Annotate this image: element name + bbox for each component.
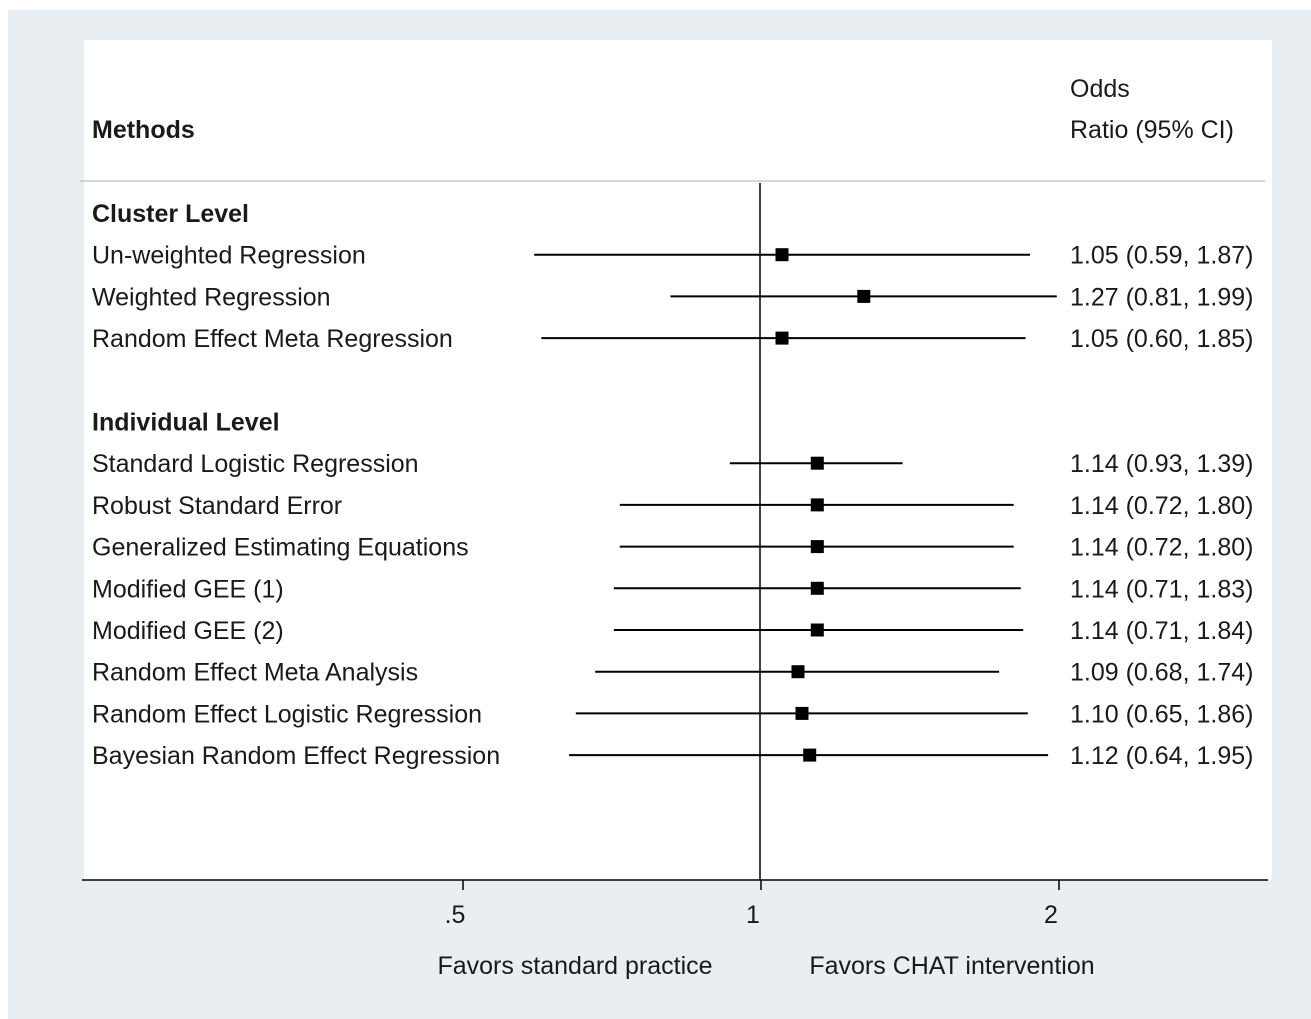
method-label: Generalized Estimating Equations: [92, 534, 469, 562]
x-tick-label: 1: [746, 901, 760, 929]
point-estimate-marker: [795, 706, 809, 720]
estimate-header-line2: Ratio (95% CI): [1070, 116, 1234, 144]
x-tick-label: 2: [1044, 901, 1058, 929]
method-label: Robust Standard Error: [92, 492, 342, 520]
method-label: Standard Logistic Regression: [92, 450, 419, 478]
point-estimate-marker: [775, 331, 789, 345]
estimate-text: 1.27 (0.81, 1.99): [1070, 283, 1253, 311]
estimate-text: 1.14 (0.72, 1.80): [1070, 534, 1253, 562]
estimate-text: 1.14 (0.72, 1.80): [1070, 492, 1253, 520]
estimate-text: 1.12 (0.64, 1.95): [1070, 742, 1253, 770]
method-label: Modified GEE (2): [92, 617, 284, 645]
group-heading: Cluster Level: [92, 200, 249, 228]
point-estimate-marker: [810, 456, 824, 470]
estimate-text: 1.14 (0.71, 1.83): [1070, 575, 1253, 603]
x-axis-ticks: .5 1 2: [445, 880, 1060, 929]
method-label: Bayesian Random Effect Regression: [92, 742, 500, 770]
x-tick-label: .5: [445, 901, 466, 929]
favors-left-label: Favors standard practice: [437, 952, 712, 980]
study-rows: Cluster Level Un-weighted Regression 1.05 …: [92, 200, 1253, 770]
methods-header: Methods: [92, 116, 195, 144]
point-estimate-marker: [775, 248, 789, 262]
point-estimate-marker: [810, 581, 824, 595]
method-label: Weighted Regression: [92, 283, 331, 311]
point-estimate-marker: [791, 665, 805, 679]
estimate-text: 1.09 (0.68, 1.74): [1070, 659, 1253, 687]
method-label: Random Effect Meta Analysis: [92, 659, 418, 687]
point-estimate-marker: [857, 289, 871, 303]
point-estimate-marker: [810, 540, 824, 554]
estimate-text: 1.05 (0.59, 1.87): [1070, 242, 1253, 270]
estimate-text: 1.14 (0.93, 1.39): [1070, 450, 1253, 478]
estimate-text: 1.14 (0.71, 1.84): [1070, 617, 1253, 645]
group-heading: Individual Level: [92, 409, 280, 437]
method-label: Random Effect Meta Regression: [92, 325, 453, 353]
method-label: Modified GEE (1): [92, 575, 284, 603]
plot-area: [84, 40, 1272, 880]
point-estimate-marker: [810, 498, 824, 512]
point-estimate-marker: [810, 623, 824, 637]
method-label: Un-weighted Regression: [92, 242, 366, 270]
favors-right-label: Favors CHAT intervention: [809, 952, 1094, 980]
estimate-header-line1: Odds: [1070, 75, 1130, 103]
point-estimate-marker: [803, 748, 817, 762]
estimate-text: 1.10 (0.65, 1.86): [1070, 700, 1253, 728]
estimate-text: 1.05 (0.60, 1.85): [1070, 325, 1253, 353]
method-label: Random Effect Logistic Regression: [92, 700, 482, 728]
